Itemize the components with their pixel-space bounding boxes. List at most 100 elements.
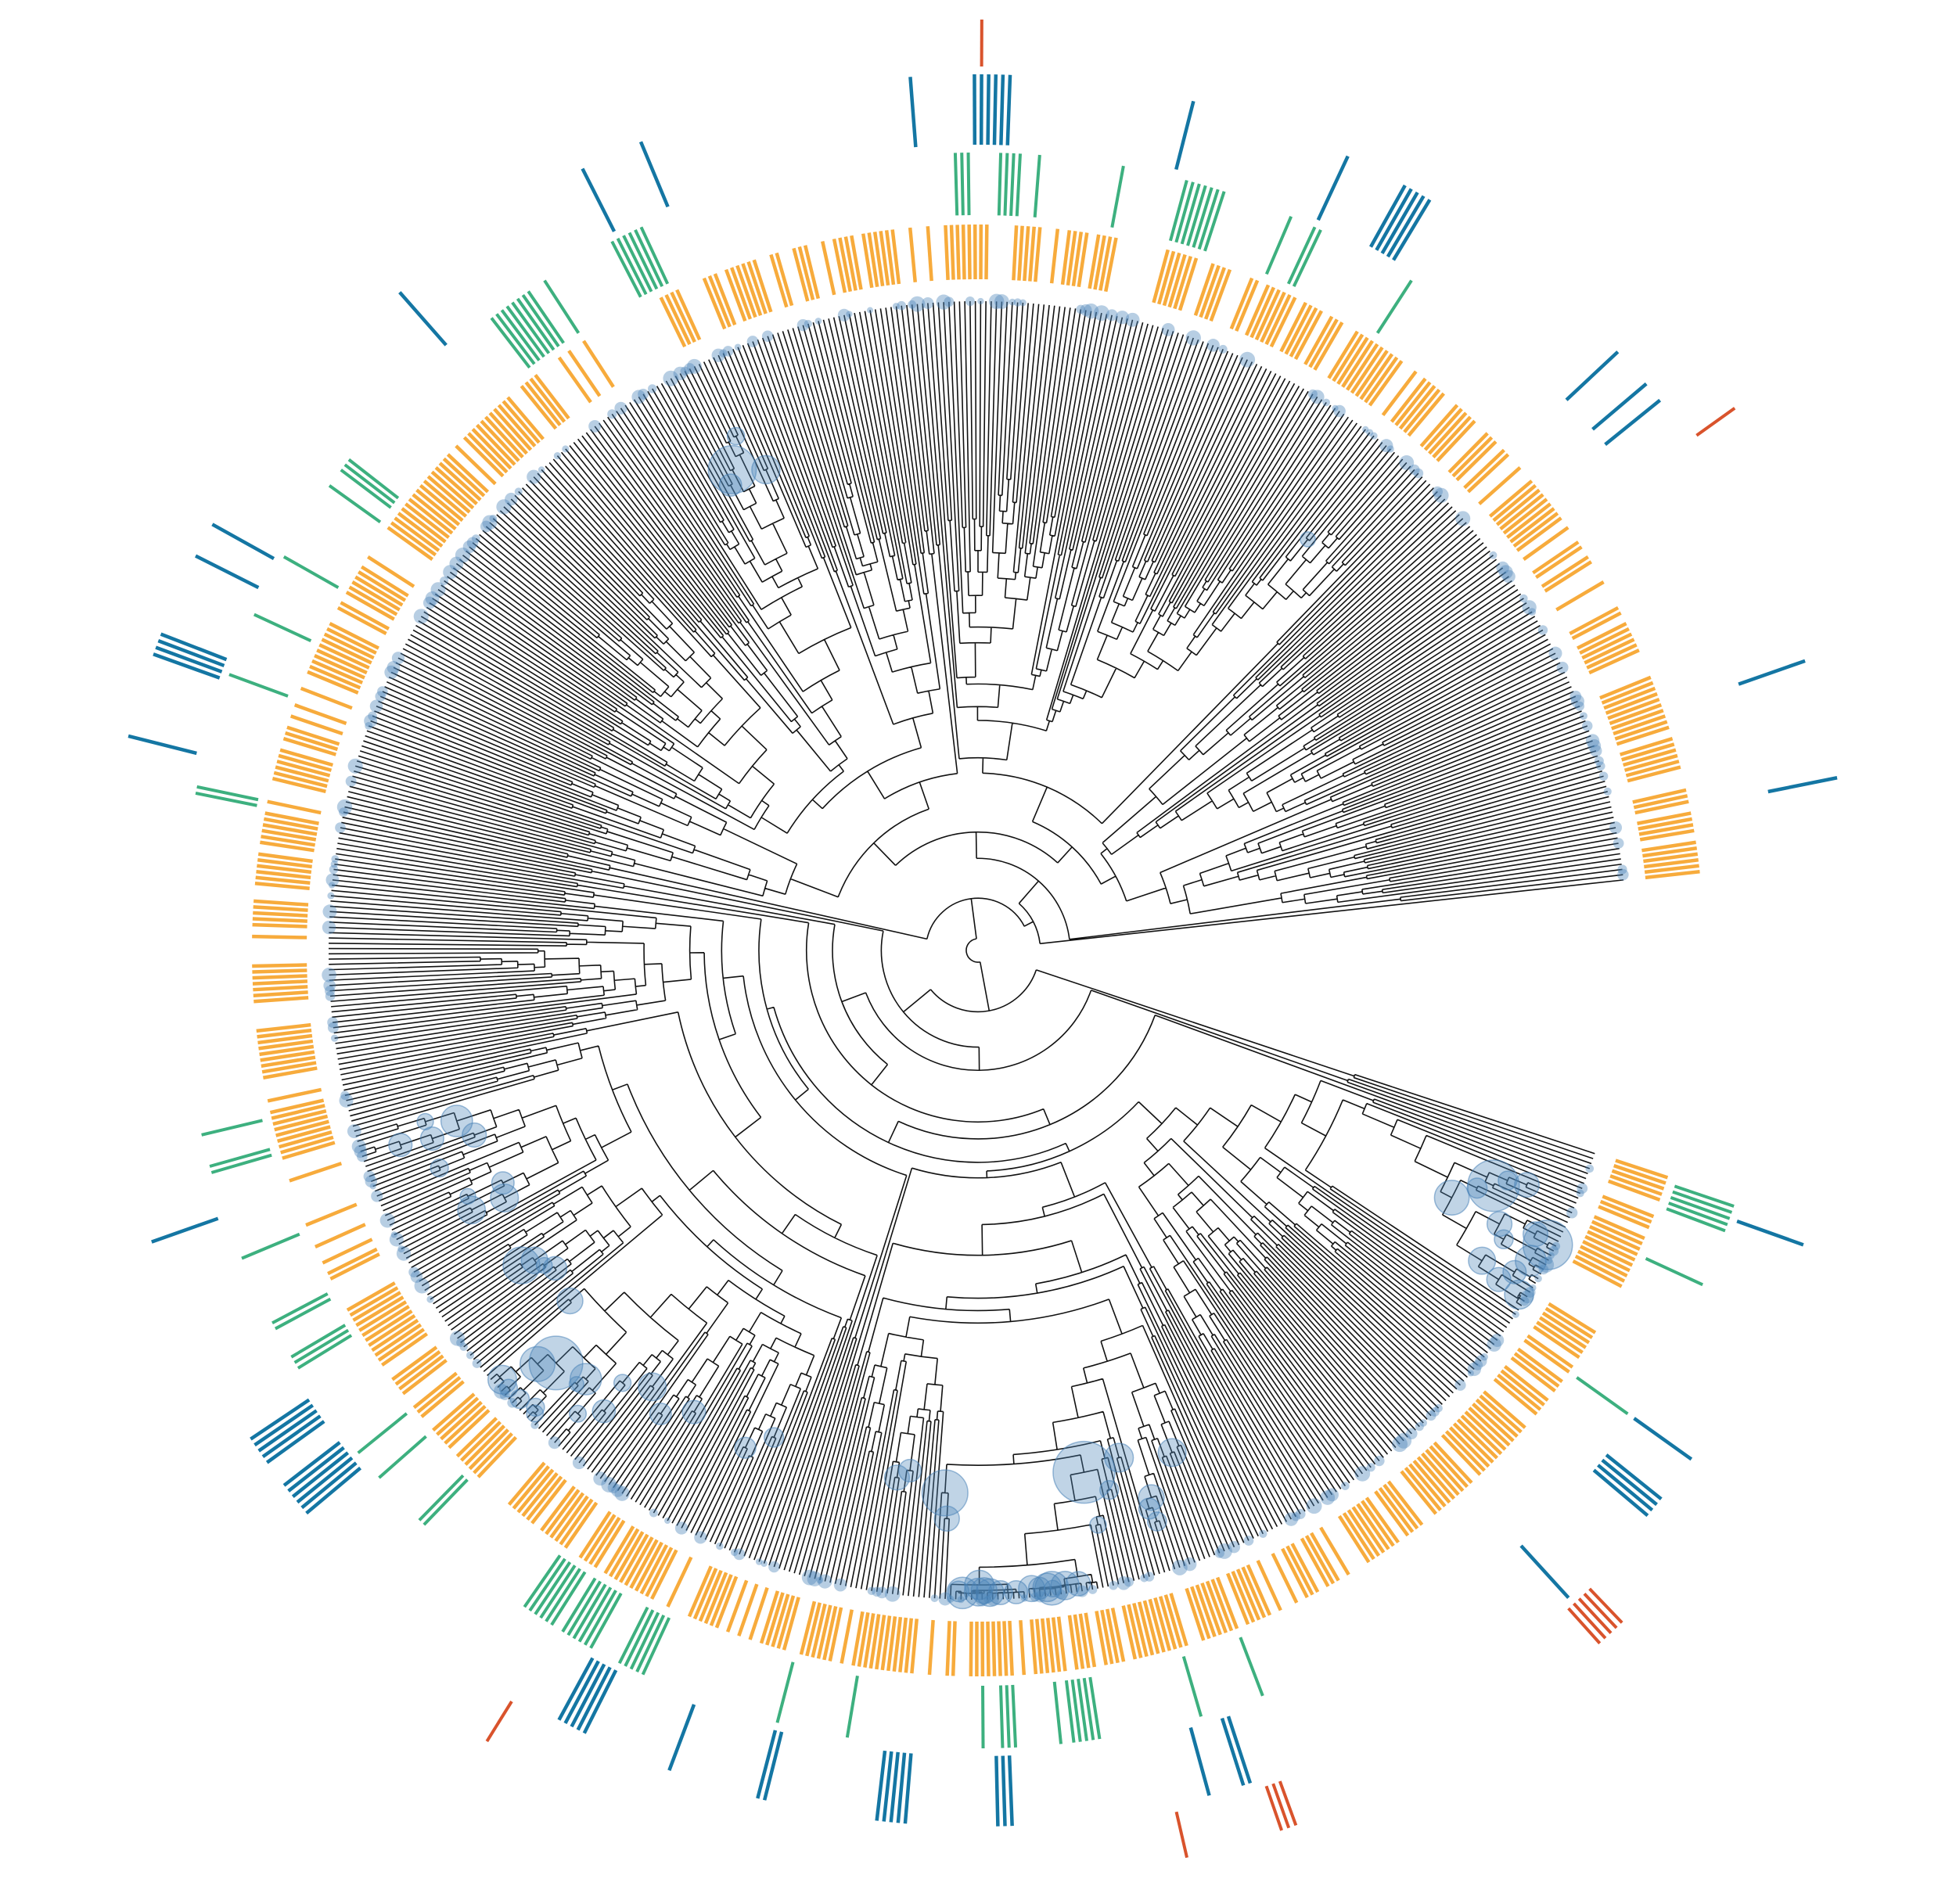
annotation-tick-middle xyxy=(1033,154,1041,217)
annotation-tick-inner xyxy=(709,1574,733,1626)
tip-marker xyxy=(1386,445,1394,453)
annotation-tick-inner xyxy=(1084,1612,1097,1668)
annotation-tick-inner xyxy=(1078,1613,1091,1669)
annotation-tick-middle xyxy=(624,1609,655,1667)
tip-marker xyxy=(1598,771,1609,781)
node-marker xyxy=(1018,1575,1045,1603)
annotation-tick-inner xyxy=(1290,1543,1320,1593)
annotation-tick-inner xyxy=(1271,1552,1299,1604)
annotation-tick-inner xyxy=(1383,1483,1419,1530)
annotation-tick-inner xyxy=(1593,1215,1645,1241)
tip-marker xyxy=(1603,787,1612,796)
annotation-tick-inner xyxy=(252,917,307,923)
annotation-tick-middle xyxy=(534,1561,572,1615)
annotation-tick-inner xyxy=(1368,360,1404,407)
node-marker xyxy=(568,1376,584,1392)
tip-marker xyxy=(837,308,850,322)
tip-marker xyxy=(408,1266,419,1278)
annotation-tick-inner xyxy=(1319,1526,1350,1576)
annotation-tick-inner xyxy=(1614,720,1668,741)
tip-marker xyxy=(369,699,383,713)
annotation-tick-inner xyxy=(1432,415,1472,458)
tip-marker xyxy=(1415,1422,1424,1432)
annotation-tick-middle xyxy=(641,1617,671,1676)
annotation-tick-inner xyxy=(1209,268,1232,322)
tip-marker xyxy=(397,1245,405,1253)
tip-marker xyxy=(357,1151,368,1162)
annotation-tick-outer xyxy=(151,1216,219,1244)
tip-marker xyxy=(1575,701,1585,711)
annotation-tick-inner xyxy=(1644,857,1699,869)
annotation-tick-middle xyxy=(1168,180,1188,242)
annotation-tick-outer xyxy=(667,1704,696,1771)
annotation-tick-inner xyxy=(436,1396,480,1436)
annotation-tick-middle xyxy=(1286,226,1317,285)
annotation-tick-middle xyxy=(1174,181,1195,243)
tip-marker xyxy=(884,1586,901,1602)
tip-marker xyxy=(1093,305,1109,322)
annotation-tick-inner xyxy=(438,462,482,501)
annotation-tick-inner xyxy=(1455,440,1498,482)
annotation-tick-inner xyxy=(1017,225,1024,281)
tip-marker xyxy=(345,775,357,787)
annotation-tick-inner xyxy=(1378,1486,1415,1533)
annotation-tick-inner xyxy=(279,748,334,767)
annotation-tick-highlight xyxy=(1577,1597,1613,1635)
annotation-tick-inner xyxy=(645,1547,674,1597)
annotation-tick-inner xyxy=(1503,1365,1549,1402)
annotation-tick-inner xyxy=(415,488,461,526)
annotation-tick-inner xyxy=(1510,1356,1556,1393)
annotation-tick-middle xyxy=(634,228,664,287)
annotation-tick-inner xyxy=(256,1022,311,1033)
annotation-tick-inner xyxy=(274,1114,329,1132)
tip-marker xyxy=(507,1398,517,1408)
annotation-tick-outer xyxy=(1597,1464,1654,1512)
tip-marker xyxy=(331,855,340,863)
annotation-tick-inner xyxy=(1281,1547,1309,1599)
annotation-tick-inner xyxy=(380,1332,429,1367)
annotation-tick-inner xyxy=(1633,794,1688,810)
tip-marker xyxy=(730,1548,739,1557)
annotation-tick-middle xyxy=(1064,1679,1076,1743)
annotation-tick-middle xyxy=(201,1119,263,1137)
annotation-tick-inner xyxy=(1440,1434,1482,1476)
tip-marker xyxy=(329,882,336,889)
tip-marker xyxy=(455,548,471,563)
tip-marker xyxy=(443,565,458,580)
annotation-tick-inner xyxy=(368,1313,416,1347)
tip-marker xyxy=(588,419,602,433)
tip-marker xyxy=(1556,661,1569,674)
annotation-tick-middle xyxy=(1239,1636,1264,1697)
annotation-tick-inner xyxy=(419,483,464,523)
tip-marker xyxy=(607,409,617,419)
annotation-tick-inner xyxy=(1169,1593,1188,1647)
annotation-tick-inner xyxy=(1644,864,1699,875)
tip-marker xyxy=(846,311,853,318)
annotation-tick-middle xyxy=(1672,1190,1733,1214)
tip-marker xyxy=(664,1517,671,1524)
tip-marker xyxy=(1106,309,1118,322)
annotation-tick-middle xyxy=(1005,1685,1011,1748)
annotation-tick-inner xyxy=(1067,1615,1079,1670)
annotation-tick-inner xyxy=(1342,1512,1375,1561)
annotation-tick-inner xyxy=(1638,817,1693,831)
node-marker xyxy=(498,1378,519,1398)
annotation-tick-inner xyxy=(1049,228,1060,284)
node-marker xyxy=(764,1427,785,1448)
tip-marker xyxy=(1596,761,1605,771)
annotation-tick-middle xyxy=(617,1606,649,1665)
annotation-tick-inner xyxy=(488,411,528,455)
annotation-tick-outer xyxy=(1601,1458,1658,1507)
tip-marker xyxy=(1030,1592,1040,1602)
annotation-tick-middle xyxy=(543,279,581,334)
tip-marker xyxy=(680,366,690,376)
tree-branches xyxy=(328,301,1624,1600)
annotation-tick-middle xyxy=(274,1297,332,1331)
tip-marker xyxy=(1475,1355,1487,1367)
annotation-tick-inner xyxy=(1132,1603,1149,1658)
node-marker xyxy=(416,1112,434,1131)
annotation-tick-outer xyxy=(1565,350,1620,401)
tip-marker xyxy=(426,1295,434,1303)
annotation-tick-inner xyxy=(746,260,768,314)
node-marker xyxy=(569,1363,602,1396)
